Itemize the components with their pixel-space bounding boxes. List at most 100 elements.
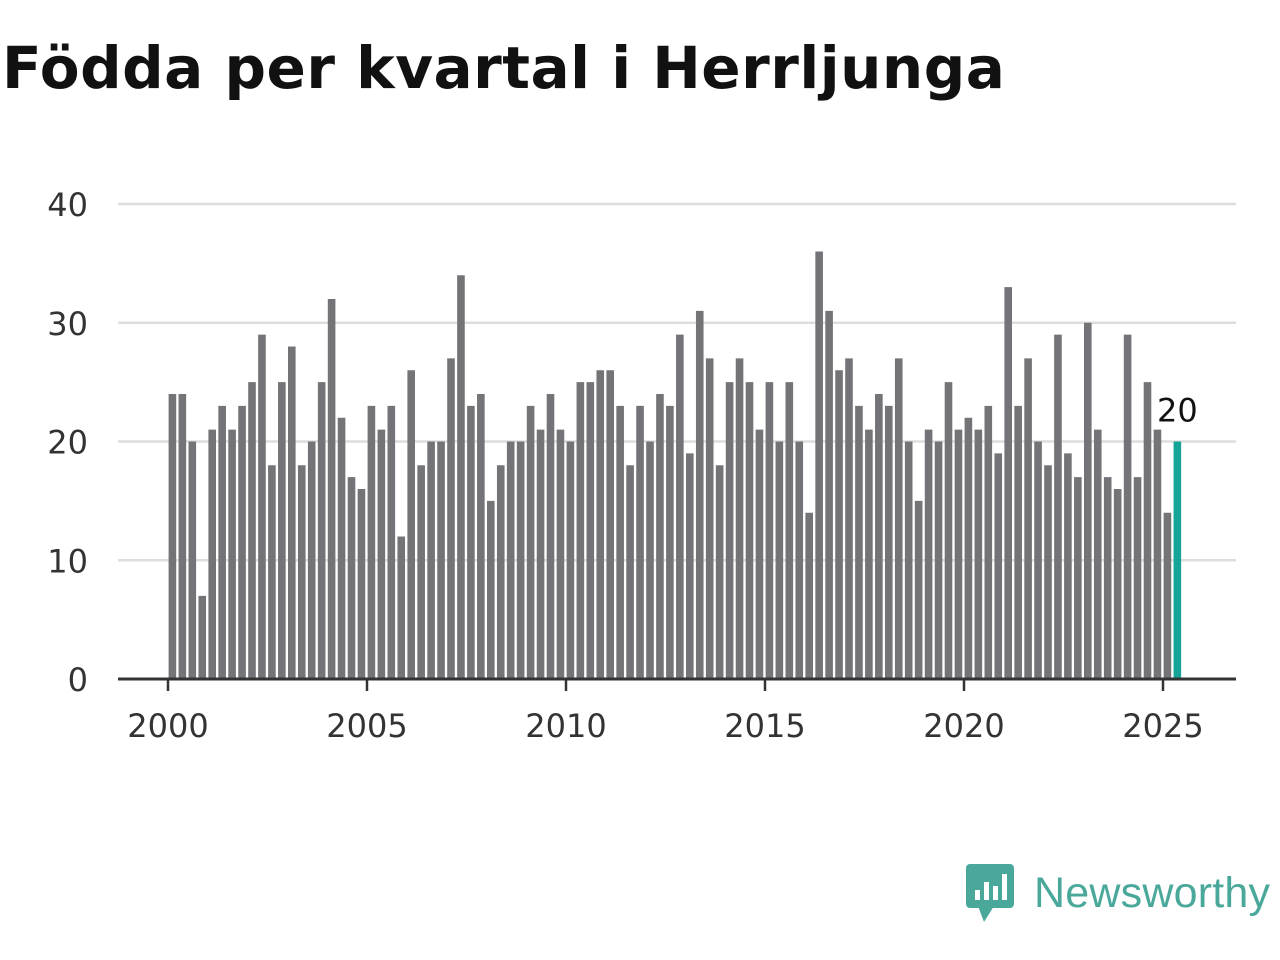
bar: [317, 382, 326, 679]
bar: [865, 429, 873, 679]
bar: [765, 382, 774, 679]
y-tick-label: 30: [47, 305, 88, 343]
newsworthy-logo-icon: [966, 864, 1014, 922]
bar: [805, 512, 813, 679]
bar: [198, 595, 207, 679]
bar: [695, 310, 704, 679]
bar: [626, 465, 634, 679]
bar: [297, 465, 306, 679]
bar: [407, 370, 415, 679]
bar: [735, 358, 744, 679]
bar: [397, 536, 406, 679]
bar: [506, 441, 515, 679]
bar: [715, 465, 724, 679]
bar: [487, 500, 495, 679]
bar: [914, 500, 923, 679]
y-tick-label: 10: [47, 542, 88, 580]
bar: [467, 405, 475, 679]
bar: [964, 417, 973, 679]
bar: [636, 405, 644, 679]
bar: [566, 441, 575, 679]
bar: [367, 405, 376, 679]
x-tick-label: 2000: [127, 707, 208, 745]
bar: [1084, 322, 1092, 679]
y-axis-ticks: 0 10 20 30 40: [47, 186, 88, 699]
bar: [427, 441, 435, 679]
newsworthy-logo[interactable]: Newsworthy: [964, 862, 1270, 924]
bar: [676, 334, 684, 679]
newsworthy-logo-text: Newsworthy: [1034, 868, 1271, 917]
x-tick-label: 2020: [923, 707, 1004, 745]
x-tick-label: 2025: [1122, 707, 1203, 745]
bar: [477, 394, 485, 679]
y-tick-label: 20: [47, 424, 88, 462]
bar: [238, 405, 246, 679]
bar: [904, 441, 913, 679]
bar: [755, 429, 764, 679]
bar: [1044, 465, 1052, 679]
bar: [795, 441, 804, 679]
bar: [387, 405, 396, 679]
bar: [855, 405, 863, 679]
bar: [1014, 405, 1022, 679]
bar: [974, 429, 983, 679]
chart-title: Födda per kvartal i Herrljunga: [2, 34, 1006, 102]
bar: [606, 370, 614, 679]
bar: [646, 441, 654, 679]
bar: [686, 453, 694, 679]
bar: [885, 405, 893, 679]
bar: [1153, 429, 1162, 679]
bar: [208, 429, 216, 679]
latest-value-label: 20: [1157, 392, 1198, 430]
bar: [536, 429, 545, 679]
bar: [924, 429, 933, 679]
bar: [666, 405, 674, 679]
bar: [377, 429, 386, 679]
bar: [1133, 477, 1142, 679]
bar: [417, 465, 425, 679]
bar: [496, 465, 505, 679]
bar: [437, 441, 445, 679]
bar: [268, 465, 276, 679]
bar: [825, 310, 833, 679]
bar: [815, 251, 823, 679]
bar: [347, 477, 356, 679]
bar: [218, 405, 226, 679]
bars: [168, 251, 1182, 679]
bar: [596, 370, 605, 679]
x-tick-label: 2010: [525, 707, 606, 745]
bar: [934, 441, 943, 679]
bar: [785, 382, 794, 679]
y-tick-label: 40: [47, 186, 88, 224]
x-tick-label: 2005: [326, 707, 407, 745]
bar: [954, 429, 963, 679]
bar: [984, 405, 993, 679]
bar-latest: [1173, 441, 1182, 679]
bar: [1024, 358, 1032, 679]
bar: [586, 382, 595, 679]
bar: [894, 358, 903, 679]
bar: [556, 429, 565, 679]
bar: [1103, 477, 1112, 679]
bar: [1074, 477, 1082, 679]
bar: [188, 441, 197, 679]
bar: [1143, 382, 1152, 679]
bar: [656, 394, 664, 679]
bar: [705, 358, 714, 679]
bar: [1064, 453, 1072, 679]
bar: [616, 405, 624, 679]
bar: [775, 441, 784, 679]
bar: [1034, 441, 1042, 679]
bar: [178, 394, 187, 679]
bar: [307, 441, 316, 679]
bar: [994, 453, 1003, 679]
bar: [725, 382, 734, 679]
bar: [288, 346, 296, 679]
bar: [1054, 334, 1062, 679]
bar: [546, 394, 555, 679]
bar: [745, 382, 754, 679]
bar: [248, 382, 256, 679]
x-axis: 2000 2005 2010 2015 2020 2025: [118, 677, 1236, 745]
bar: [447, 358, 455, 679]
